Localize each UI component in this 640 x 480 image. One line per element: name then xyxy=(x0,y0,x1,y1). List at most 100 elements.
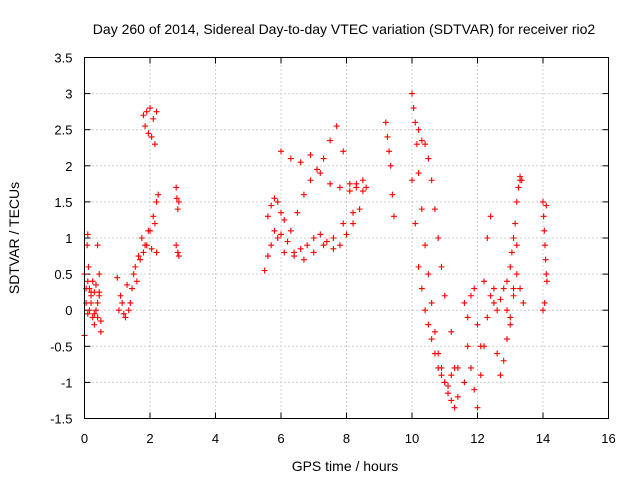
data-point-late-b xyxy=(451,404,458,411)
data-point-mid-loop-b xyxy=(274,198,281,205)
data-point-late-d xyxy=(445,383,452,390)
data-point-late-e xyxy=(517,285,524,292)
data-point-rise-b xyxy=(125,307,132,314)
data-point-late-f xyxy=(474,404,481,411)
data-point-late-f xyxy=(513,242,520,249)
plot-frame xyxy=(84,57,609,419)
data-point-end xyxy=(540,307,546,314)
data-point-late-f xyxy=(467,364,474,371)
data-point-early-a xyxy=(86,285,93,292)
data-point-late-d xyxy=(412,220,419,227)
data-point-spike xyxy=(140,112,147,119)
y-tick-label: 0 xyxy=(65,303,72,318)
data-point-mid-loop-a xyxy=(278,231,284,238)
data-point-rise-a xyxy=(153,198,160,205)
y-tick-label: 3 xyxy=(65,87,72,102)
data-point-late-a xyxy=(387,162,394,169)
data-point-late-f xyxy=(500,285,507,292)
data-point-late-c xyxy=(422,141,429,148)
data-point-mid-loop-a xyxy=(297,245,304,252)
data-point-late-c xyxy=(425,155,432,162)
x-tick-label: 12 xyxy=(470,431,484,446)
data-point-rise-b xyxy=(115,307,122,314)
data-point-late-b xyxy=(413,141,420,148)
data-point-mid-loop-a xyxy=(268,242,275,249)
data-point-late-e xyxy=(471,285,478,292)
data-point-late-f xyxy=(484,314,491,321)
data-point-late-a xyxy=(384,133,391,140)
chart-title: Day 260 of 2014, Sidereal Day-to-day VTE… xyxy=(93,21,596,37)
x-tick-label: 10 xyxy=(405,431,419,446)
data-point-spike xyxy=(148,133,155,140)
data-point-late-c xyxy=(431,206,438,213)
y-tick-label: 0.5 xyxy=(54,267,72,282)
data-point-early-b xyxy=(84,310,91,317)
data-point-late-c xyxy=(435,235,442,241)
data-point-rise-a xyxy=(127,299,134,306)
data-point-spike xyxy=(153,108,160,115)
data-point-late-g xyxy=(503,278,510,285)
data-point-mid-loop-d xyxy=(340,220,347,227)
data-point-early-c xyxy=(88,292,95,299)
data-point-late-d xyxy=(425,321,432,328)
data-point-mid-loop-a xyxy=(264,253,271,260)
data-point-rise-b xyxy=(138,235,145,241)
data-point-late-g xyxy=(513,198,520,205)
data-point-end xyxy=(540,198,546,205)
data-point-late-c xyxy=(428,177,435,184)
data-point-rise-b xyxy=(122,314,129,321)
data-point-point-2.8 xyxy=(173,195,180,202)
data-point-mid-loop-c xyxy=(278,148,284,155)
data-point-spike xyxy=(147,105,153,112)
data-point-late-a xyxy=(390,213,397,220)
data-point-late-e xyxy=(467,292,474,299)
data-point-rise-b xyxy=(151,220,158,227)
data-point-early-b xyxy=(94,299,101,306)
data-point-early-a xyxy=(97,328,104,335)
data-point-rise-b xyxy=(135,253,142,260)
data-point-rise-a xyxy=(140,249,147,256)
data-point-end xyxy=(542,256,549,263)
data-point-late-d xyxy=(415,263,422,270)
data-point-rise-a xyxy=(114,274,121,281)
data-point-late-d xyxy=(451,364,458,371)
data-point-mid-loop-a xyxy=(310,235,317,241)
data-point-spike xyxy=(143,108,150,115)
grid-lines xyxy=(84,57,609,419)
data-point-rise-b xyxy=(142,242,149,249)
data-point-rise-b xyxy=(119,299,126,306)
data-point-point-2.8 xyxy=(173,242,180,249)
data-point-late-b xyxy=(454,393,461,400)
data-point-mid-loop-a xyxy=(330,245,337,252)
data-point-rise-a xyxy=(133,278,140,285)
data-point-early-b xyxy=(92,281,99,288)
data-point-late-b xyxy=(428,299,435,306)
data-point-late-c xyxy=(448,328,455,335)
data-point-late-e xyxy=(490,285,497,292)
data-point-mid-loop-c xyxy=(359,177,366,184)
y-axis-label: SDTVAR / TECUs xyxy=(6,182,22,294)
data-point-mid-loop-b xyxy=(333,123,340,130)
data-point-early-b xyxy=(97,318,104,325)
y-tick-labels: -1.5 -1 -0.5 0 0.5 1 1.5 2 2.5 3 3.5 xyxy=(50,51,72,427)
data-point-late-f xyxy=(490,299,497,306)
data-point-late-g xyxy=(507,263,514,270)
data-point-rise-b xyxy=(153,249,160,256)
data-point-mid-loop-c xyxy=(317,170,324,177)
data-point-early-c xyxy=(91,310,98,317)
data-point-mid-loop-b xyxy=(281,216,288,223)
data-point-late-e xyxy=(503,336,510,343)
data-point-late-g xyxy=(508,249,515,256)
data-point-rise-a xyxy=(117,292,124,299)
data-point-mid-loop-a xyxy=(304,242,311,249)
x-tick-label: 4 xyxy=(212,431,219,446)
data-point-early-a xyxy=(92,307,99,314)
data-point-late-f xyxy=(494,307,501,314)
data-point-early-b xyxy=(91,321,98,328)
data-point-late-d xyxy=(441,379,448,386)
data-point-late-d xyxy=(428,336,435,343)
y-tick-label: -0.5 xyxy=(50,339,72,354)
data-point-mid-loop-a xyxy=(271,227,278,234)
data-point-late-f xyxy=(503,307,510,314)
